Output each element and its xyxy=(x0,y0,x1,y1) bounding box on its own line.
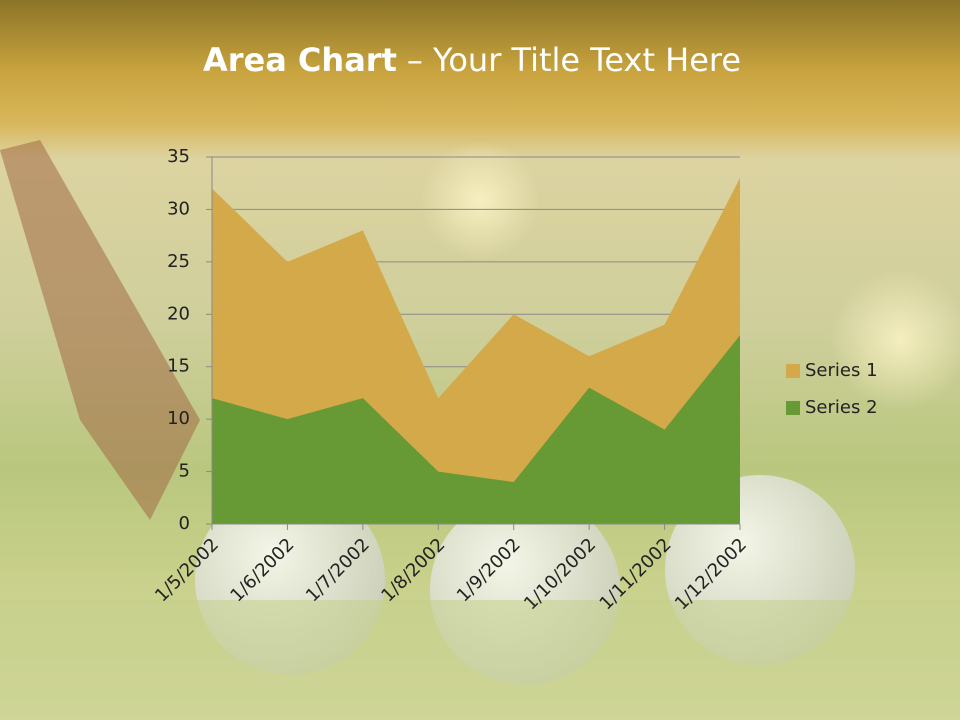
y-tick-label: 30 xyxy=(167,198,190,219)
y-tick-label: 5 xyxy=(179,461,190,482)
y-tick-label: 20 xyxy=(167,303,190,324)
chart-title: Area Chart – Your Title Text Here xyxy=(203,41,741,79)
title-rest: – Your Title Text Here xyxy=(407,41,741,79)
title-bold: Area Chart xyxy=(203,41,397,79)
y-tick-label: 15 xyxy=(167,356,190,377)
legend-swatch xyxy=(786,364,800,378)
area xyxy=(212,335,740,524)
y-tick-label: 25 xyxy=(167,251,190,272)
background-art xyxy=(0,140,960,720)
y-tick-label: 10 xyxy=(167,408,190,429)
legend-swatch xyxy=(786,401,800,415)
legend-label: Series 2 xyxy=(805,397,878,418)
y-tick-label: 0 xyxy=(179,513,190,534)
legend-label: Series 1 xyxy=(805,360,878,381)
y-tick-label: 35 xyxy=(167,146,190,167)
